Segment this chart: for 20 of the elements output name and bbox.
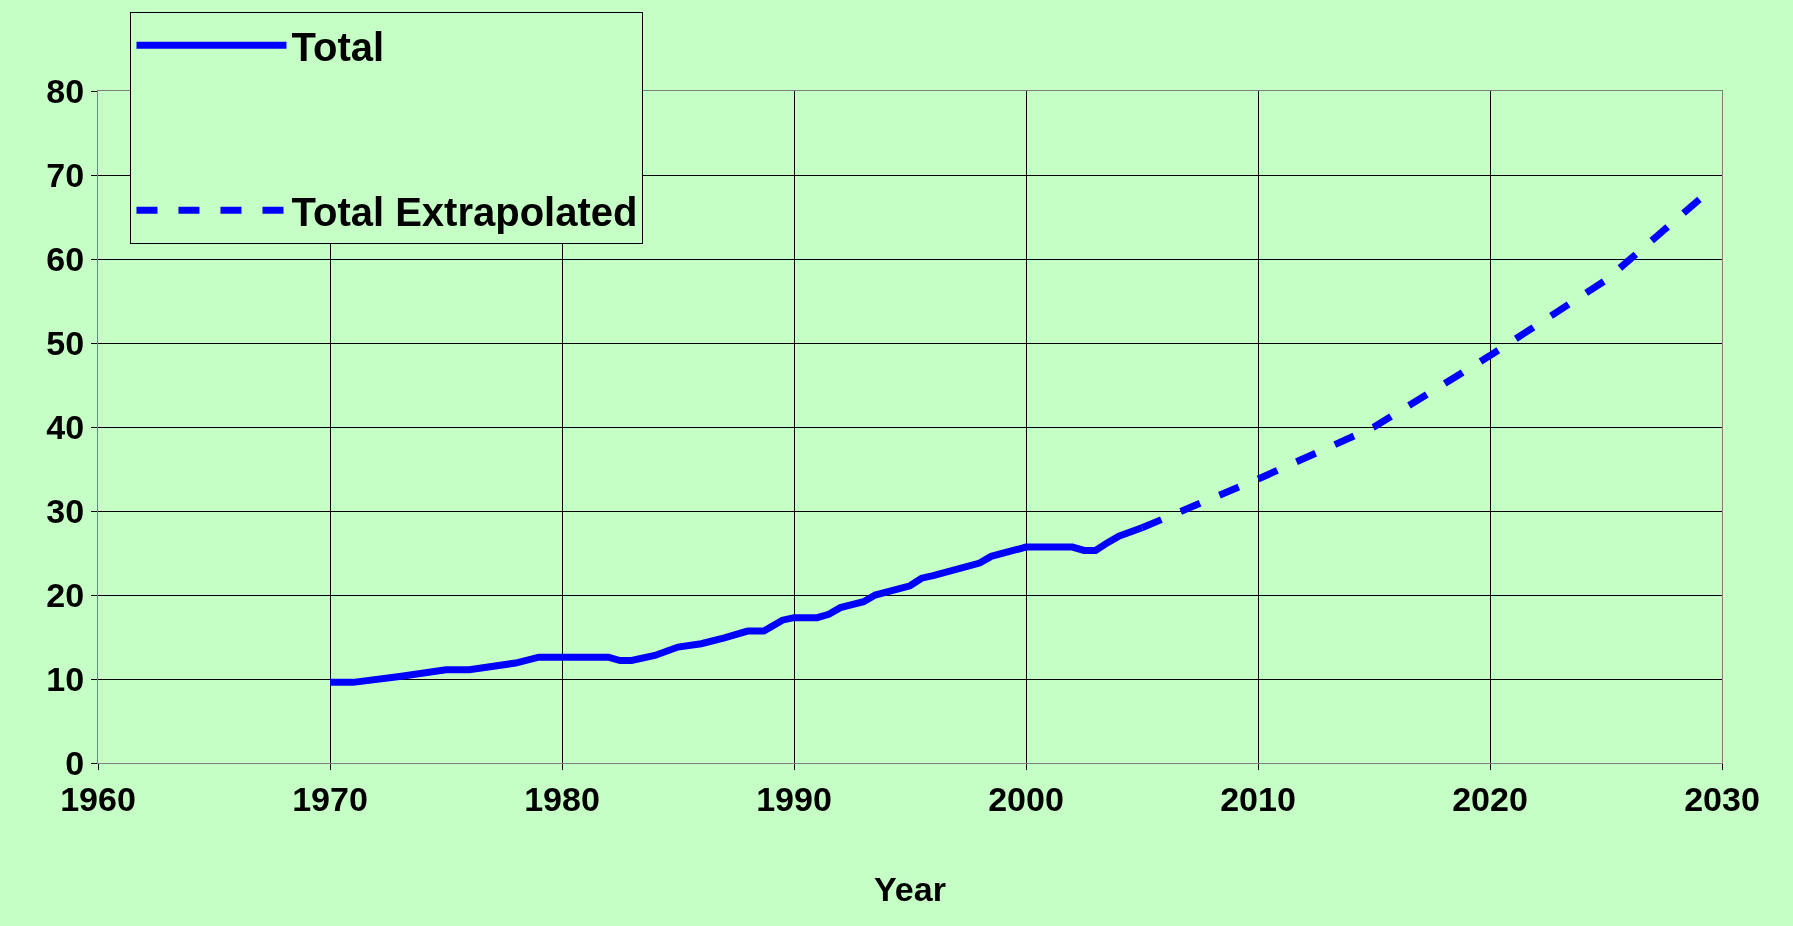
x-tick-label: 1980: [524, 779, 600, 818]
y-tick-label: 0: [65, 743, 85, 782]
y-tick-label: 70: [46, 155, 85, 194]
x-tick-label: 1960: [60, 779, 136, 818]
x-tick-label: 2010: [1220, 779, 1296, 818]
x-tick-label: 1970: [292, 779, 368, 818]
x-tick-label: 2020: [1452, 779, 1528, 818]
legend-label: Total: [291, 24, 385, 69]
x-tick-label: 2000: [988, 779, 1064, 818]
y-tick-label: 50: [46, 323, 85, 362]
y-tick-label: 40: [46, 407, 85, 446]
y-tick-label: 30: [46, 491, 85, 530]
y-tick-label: 80: [46, 71, 85, 110]
legend-label: Total Extrapolated: [291, 189, 638, 234]
y-tick-label: 10: [46, 659, 85, 698]
x-tick-label: 2030: [1684, 779, 1760, 818]
x-axis-title: Year: [874, 870, 946, 909]
x-tick-label: 1990: [756, 779, 832, 818]
y-tick-label: 20: [46, 575, 85, 614]
y-tick-label: 60: [46, 239, 85, 278]
